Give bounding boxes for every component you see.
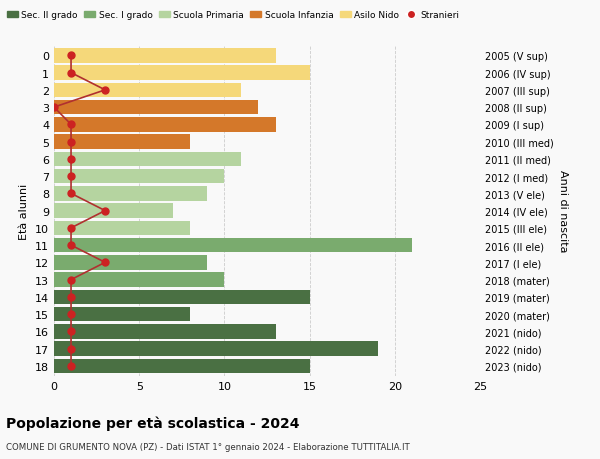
Bar xyxy=(54,152,241,167)
Point xyxy=(66,345,76,353)
Point xyxy=(66,190,76,197)
Bar xyxy=(54,49,275,63)
Point xyxy=(100,207,110,215)
Point xyxy=(66,70,76,77)
Bar xyxy=(54,341,378,356)
Y-axis label: Anni di nascita: Anni di nascita xyxy=(557,170,568,252)
Point xyxy=(66,225,76,232)
Bar xyxy=(54,204,173,218)
Bar xyxy=(54,84,241,98)
Bar xyxy=(54,325,275,339)
Point xyxy=(66,242,76,249)
Point xyxy=(66,52,76,60)
Bar xyxy=(54,238,412,253)
Bar xyxy=(54,273,224,287)
Point xyxy=(100,259,110,266)
Point xyxy=(66,121,76,129)
Text: COMUNE DI GRUMENTO NOVA (PZ) - Dati ISTAT 1° gennaio 2024 - Elaborazione TUTTITA: COMUNE DI GRUMENTO NOVA (PZ) - Dati ISTA… xyxy=(6,442,410,451)
Point xyxy=(66,156,76,163)
Bar xyxy=(54,359,310,373)
Point xyxy=(66,173,76,180)
Bar xyxy=(54,290,310,304)
Point xyxy=(66,311,76,318)
Y-axis label: Età alunni: Età alunni xyxy=(19,183,29,239)
Legend: Sec. II grado, Sec. I grado, Scuola Primaria, Scuola Infanzia, Asilo Nido, Stran: Sec. II grado, Sec. I grado, Scuola Prim… xyxy=(3,7,463,23)
Bar xyxy=(54,118,275,132)
Bar xyxy=(54,135,190,150)
Point xyxy=(66,294,76,301)
Bar xyxy=(54,101,259,115)
Bar xyxy=(54,221,190,235)
Point xyxy=(66,139,76,146)
Bar xyxy=(54,169,224,184)
Point xyxy=(66,328,76,335)
Bar xyxy=(54,66,310,81)
Point xyxy=(100,87,110,95)
Bar xyxy=(54,187,208,201)
Point xyxy=(49,104,59,112)
Text: Popolazione per età scolastica - 2024: Popolazione per età scolastica - 2024 xyxy=(6,415,299,430)
Point xyxy=(66,276,76,284)
Point xyxy=(66,363,76,370)
Bar xyxy=(54,256,208,270)
Bar xyxy=(54,307,190,322)
